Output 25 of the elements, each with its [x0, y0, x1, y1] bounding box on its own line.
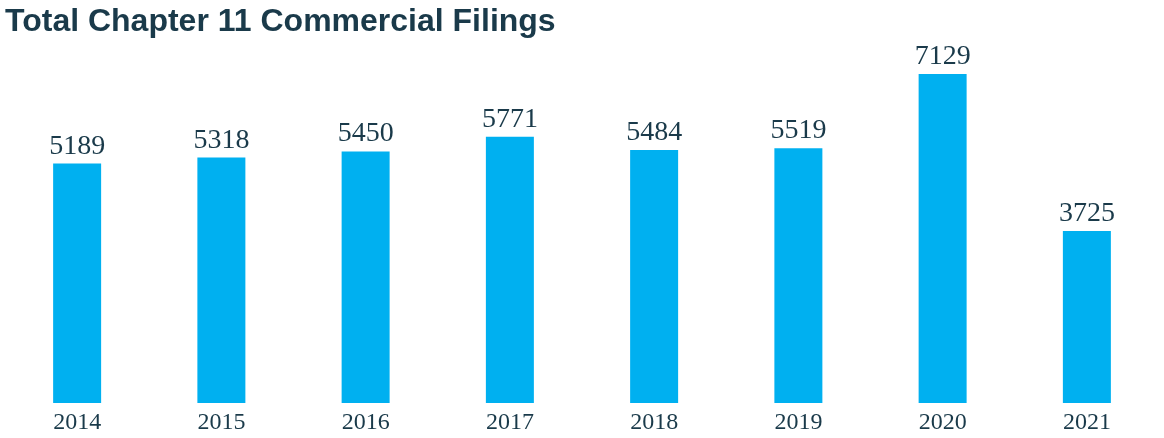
bar [1062, 231, 1111, 403]
bar [197, 157, 246, 403]
chart-title: Total Chapter 11 Commercial Filings [5, 2, 556, 38]
bar [341, 151, 390, 403]
x-tick-label: 2020 [918, 407, 967, 434]
x-tick-label: 2021 [1062, 407, 1111, 434]
x-tick-label: 2016 [341, 407, 390, 434]
data-label: 7129 [914, 39, 971, 70]
x-tick-label: 2014 [53, 407, 102, 434]
x-tick-label: 2017 [485, 407, 534, 434]
data-label: 5450 [337, 116, 394, 148]
data-label: 3725 [1058, 196, 1115, 228]
data-label: 5771 [481, 101, 538, 133]
bar [630, 149, 679, 403]
data-label: 5318 [193, 122, 250, 154]
bar [774, 148, 823, 403]
data-label: 5189 [49, 128, 106, 160]
bar [485, 136, 534, 403]
data-label: 5484 [626, 114, 683, 146]
data-label: 5519 [770, 113, 827, 145]
bar [53, 163, 102, 403]
x-tick-label: 2019 [774, 407, 823, 434]
x-tick-label: 2015 [197, 407, 246, 434]
bar [918, 74, 967, 403]
x-tick-label: 2018 [630, 407, 679, 434]
